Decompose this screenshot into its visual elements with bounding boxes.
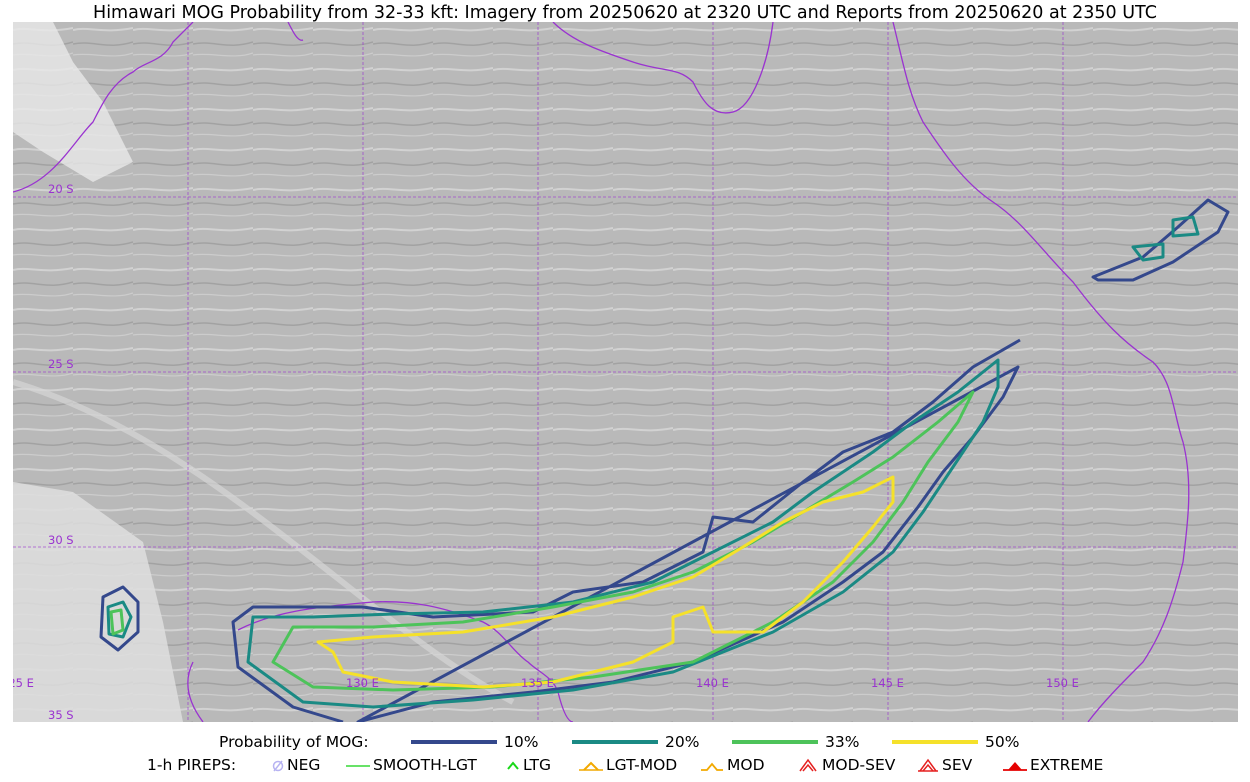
legend-item-neg: NEG: [272, 756, 320, 774]
legend-item-10pct: 10%: [411, 733, 538, 751]
contour-20pct: [1131, 215, 1200, 262]
legend-item-label: NEG: [287, 756, 321, 774]
mog-contours: [99, 198, 1230, 722]
cloud-area: [13, 22, 133, 182]
contour-10pct: [231, 338, 1021, 722]
contour-33pct: [109, 608, 125, 636]
lat-label: 20 S: [48, 182, 74, 196]
lon-label: 125 E: [13, 676, 34, 690]
contour-50pct: [316, 475, 895, 689]
lon-label: 140 E: [696, 676, 729, 690]
legend-item-mod: MOD: [700, 756, 765, 774]
legend-item-sev: SEV: [917, 756, 972, 774]
legend-item-smooth-lgt: SMOOTH-LGT: [346, 756, 477, 774]
legend-item-extreme: EXTREME: [1003, 756, 1103, 774]
legend-item-50pct: 50%: [892, 733, 1019, 751]
legend-swatch: [732, 740, 818, 744]
lgt-mod-chevron-icon: [579, 761, 603, 771]
legend-swatch: [411, 740, 497, 744]
contour-20pct: [246, 358, 1000, 709]
lat-lon-grid: [13, 22, 1238, 722]
pireps-legend-label: 1-h PIREPS:: [147, 756, 237, 774]
sev-chevron-icon: [918, 758, 938, 772]
lat-label: 35 S: [48, 708, 74, 722]
legend-item-label: LGT-MOD: [606, 756, 678, 774]
legend-item-label: SMOOTH-LGT: [373, 756, 477, 774]
contour-20pct: [106, 600, 133, 639]
ltg-chevron-icon: [507, 761, 519, 770]
neg-icon: [272, 760, 284, 772]
map-canvas: [13, 22, 1238, 722]
mod-sev-chevron-icon: [799, 758, 817, 772]
legend-item-label: 10%: [504, 733, 539, 751]
lon-label: 150 E: [1046, 676, 1079, 690]
lat-label: 30 S: [48, 533, 74, 547]
legend-item-ltg: LTG: [506, 756, 551, 774]
extreme-triangle-icon: [1003, 762, 1027, 771]
legend-item-label: MOD-SEV: [822, 756, 896, 774]
cloud-area: [13, 482, 183, 722]
map-title: Himawari MOG Probability from 32-33 kft:…: [93, 3, 1157, 23]
lon-label: 130 E: [346, 676, 379, 690]
legend-swatch: [892, 740, 978, 744]
satellite-map[interactable]: 20 S 25 S 30 S 35 S 125 E 130 E 135 E 14…: [13, 22, 1238, 722]
smooth-lgt-line-icon: [346, 765, 370, 767]
legend-swatch: [572, 740, 658, 744]
legend-item-lgt-mod: LGT-MOD: [579, 756, 677, 774]
legend-item-label: EXTREME: [1030, 756, 1104, 774]
legend-item-label: 50%: [985, 733, 1020, 751]
legend-item-20pct: 20%: [572, 733, 699, 751]
legend-item-label: LTG: [523, 756, 551, 774]
lon-label: 135 E: [521, 676, 554, 690]
legend-item-label: 33%: [825, 733, 860, 751]
legend-item-mod-sev: MOD-SEV: [797, 756, 895, 774]
lat-label: 25 S: [48, 357, 74, 371]
legend-item-label: SEV: [942, 756, 973, 774]
lon-label: 145 E: [871, 676, 904, 690]
mod-chevron-icon: [701, 762, 723, 771]
legend-item-33pct: 33%: [732, 733, 859, 751]
contour-10pct: [1091, 198, 1230, 282]
probability-legend-label: Probability of MOG:: [219, 733, 369, 751]
legend-item-label: 20%: [665, 733, 700, 751]
legend-item-label: MOD: [727, 756, 765, 774]
contour-10pct: [99, 585, 140, 652]
